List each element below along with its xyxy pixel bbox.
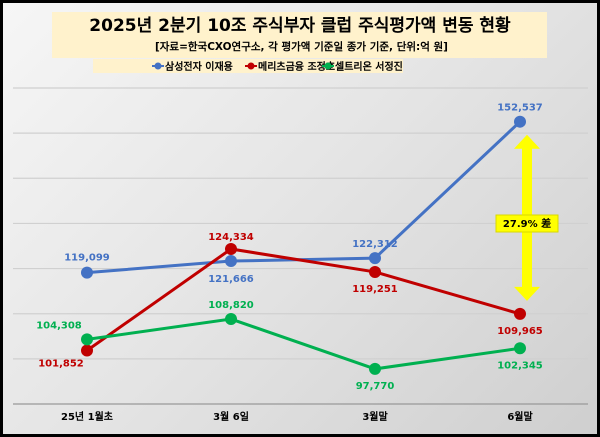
data-point <box>369 252 381 265</box>
data-label: 119,099 <box>64 253 110 264</box>
data-label: 121,666 <box>208 274 254 285</box>
series-line <box>86 317 521 371</box>
data-label: 119,251 <box>352 284 398 295</box>
annotation-text: 27.9% 差 <box>503 217 551 230</box>
x-tick-label: 3월 6일 <box>213 410 249 423</box>
legend-label: 셀트리온 서정진 <box>335 60 403 73</box>
series-line <box>86 247 521 352</box>
data-point <box>225 255 237 268</box>
data-label: 101,852 <box>38 358 84 369</box>
data-label: 109,965 <box>497 326 543 337</box>
x-tick-label: 25년 1월초 <box>61 410 113 423</box>
legend-marker <box>154 62 162 70</box>
data-point <box>225 313 237 326</box>
annotation-box <box>495 214 559 233</box>
legend-marker <box>324 62 332 70</box>
title-background <box>52 12 547 58</box>
data-point <box>225 243 237 256</box>
x-tick-label: 6월말 <box>507 411 533 423</box>
x-tick-label: 3월말 <box>362 411 388 423</box>
data-point <box>514 342 526 355</box>
data-label: 122,312 <box>352 239 398 250</box>
data-point <box>514 115 526 128</box>
data-point <box>81 333 93 346</box>
data-point <box>514 307 526 320</box>
legend-label: 메리츠금융 조정호 <box>258 60 335 73</box>
legend-marker <box>247 62 255 70</box>
chart-subtitle: [자료=한국CXO연구소, 각 평가액 기준일 종가 기준, 단위:억 원] <box>155 40 448 53</box>
data-label: 152,537 <box>497 103 543 114</box>
data-point <box>369 362 381 375</box>
series-line <box>86 120 522 275</box>
legend-label: 삼성전자 이재용 <box>165 60 233 73</box>
data-point <box>81 266 93 279</box>
data-label: 97,770 <box>356 381 395 392</box>
chart-title: 2025년 2분기 10조 주식부자 클럽 주식평가액 변동 현황 <box>89 16 511 36</box>
data-label: 108,820 <box>208 300 254 311</box>
data-label: 104,308 <box>36 320 82 331</box>
data-point <box>81 344 93 357</box>
data-label: 102,345 <box>497 360 543 371</box>
data-point <box>369 265 381 278</box>
data-label: 124,334 <box>208 232 254 243</box>
